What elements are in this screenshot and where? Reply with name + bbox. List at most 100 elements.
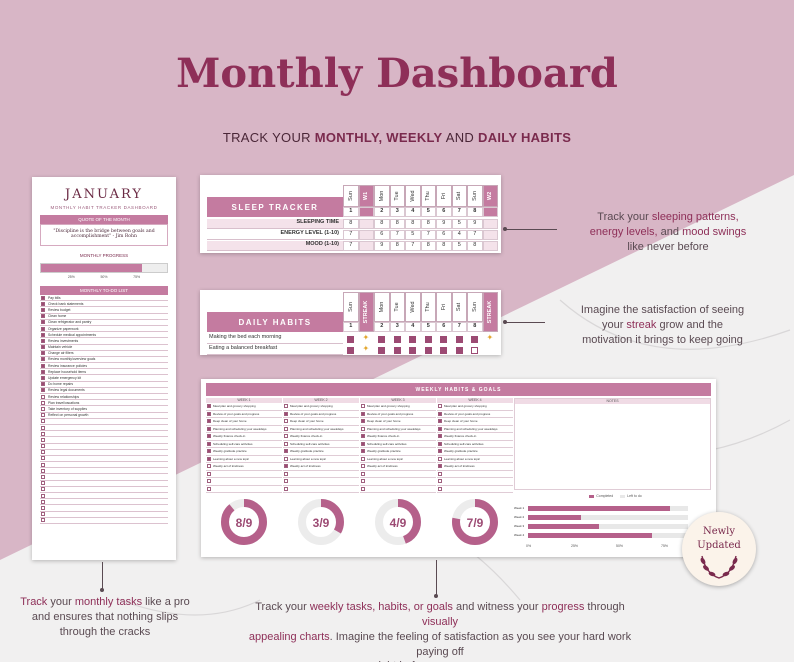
weekly-checkbox[interactable] [207,441,211,446]
todo-checkbox[interactable] [41,301,45,306]
todo-checkbox[interactable] [41,487,45,492]
todo-checkbox[interactable] [41,499,45,504]
weekly-checkbox[interactable] [207,434,211,439]
habit-checkbox[interactable] [393,335,401,343]
habit-checkbox[interactable] [409,346,416,354]
habit-checkbox[interactable] [440,335,447,343]
weekly-checkbox[interactable] [438,486,442,491]
weekly-checkbox[interactable] [284,464,288,469]
weekly-checkbox[interactable] [438,419,442,424]
todo-checkbox[interactable] [41,462,45,467]
weekly-checkbox[interactable] [438,404,442,409]
sleep-value[interactable]: 8 [420,219,436,229]
weekly-checkbox[interactable] [207,419,211,424]
todo-checkbox[interactable] [41,431,45,436]
weekly-checkbox[interactable] [284,471,288,476]
todo-checkbox[interactable] [41,505,45,510]
weekly-checkbox[interactable] [207,479,211,484]
weekly-checkbox[interactable] [284,426,288,431]
sleep-value[interactable]: 8 [343,219,359,229]
sleep-value[interactable] [482,219,498,229]
todo-checkbox[interactable] [41,468,45,473]
habit-checkbox[interactable] [455,335,463,343]
weekly-checkbox[interactable] [438,426,442,431]
weekly-checkbox[interactable] [284,411,288,416]
sleep-value[interactable] [482,241,498,251]
todo-checkbox[interactable] [41,388,45,393]
sleep-value[interactable] [358,241,374,251]
sleep-value[interactable]: 5 [405,230,421,240]
sleep-value[interactable]: 6 [374,230,390,240]
weekly-checkbox[interactable] [284,404,288,409]
todo-checkbox[interactable] [41,369,45,374]
weekly-checkbox[interactable] [284,486,288,491]
weekly-checkbox[interactable] [361,471,365,476]
todo-checkbox[interactable] [41,406,45,411]
weekly-checkbox[interactable] [438,471,442,476]
sleep-value[interactable] [358,219,374,229]
weekly-checkbox[interactable] [361,464,365,469]
sleep-value[interactable]: 5 [451,241,467,251]
sleep-value[interactable]: 4 [451,230,467,240]
weekly-checkbox[interactable] [284,449,288,454]
todo-checkbox[interactable] [41,363,45,368]
habit-checkbox[interactable] [347,335,354,343]
todo-checkbox[interactable] [41,326,45,331]
habit-checkbox[interactable] [409,335,416,343]
habit-checkbox[interactable] [424,335,432,343]
todo-checkbox[interactable] [41,475,45,480]
sleep-value[interactable]: 8 [405,219,421,229]
weekly-checkbox[interactable] [361,434,365,439]
weekly-checkbox[interactable] [438,449,442,454]
sleep-value[interactable]: 8 [389,241,405,251]
weekly-checkbox[interactable] [207,404,211,409]
sleep-value[interactable]: 8 [389,219,405,229]
todo-checkbox[interactable] [41,345,45,350]
todo-checkbox[interactable] [41,314,45,319]
todo-checkbox[interactable] [41,400,45,405]
weekly-checkbox[interactable] [284,479,288,484]
weekly-checkbox[interactable] [438,464,442,469]
weekly-checkbox[interactable] [438,411,442,416]
sleep-value[interactable]: 8 [436,241,452,251]
todo-checkbox[interactable] [41,512,45,517]
sleep-value[interactable]: 7 [467,230,483,240]
weekly-checkbox[interactable] [207,471,211,476]
sleep-value[interactable]: 9 [436,219,452,229]
sleep-value[interactable]: 8 [467,241,483,251]
weekly-checkbox[interactable] [438,441,442,446]
habit-checkbox[interactable] [471,335,478,343]
todo-checkbox[interactable] [41,394,45,399]
todo-checkbox[interactable] [41,450,45,455]
todo-checkbox[interactable] [41,332,45,337]
weekly-checkbox[interactable] [361,404,365,409]
sleep-value[interactable]: 8 [420,241,436,251]
sleep-value[interactable]: 7 [420,230,436,240]
weekly-checkbox[interactable] [361,426,365,431]
weekly-checkbox[interactable] [438,479,442,484]
weekly-checkbox[interactable] [207,464,211,469]
todo-checkbox[interactable] [41,357,45,362]
weekly-checkbox[interactable] [361,419,365,424]
habit-checkbox[interactable] [347,346,354,354]
todo-checkbox[interactable] [41,444,45,449]
todo-checkbox[interactable] [41,382,45,387]
weekly-checkbox[interactable] [284,441,288,446]
habit-checkbox[interactable] [471,346,478,354]
sleep-value[interactable]: 7 [343,230,359,240]
habit-checkbox[interactable] [440,346,447,354]
sleep-value[interactable] [482,230,498,240]
habit-checkbox[interactable] [378,335,385,343]
todo-checkbox[interactable] [41,295,45,300]
weekly-checkbox[interactable] [361,449,365,454]
habit-checkbox[interactable] [393,346,401,354]
todo-checkbox[interactable] [41,338,45,343]
todo-checkbox[interactable] [41,413,45,418]
todo-checkbox[interactable] [41,481,45,486]
sleep-value[interactable]: 5 [451,219,467,229]
sleep-value[interactable]: 9 [374,241,390,251]
weekly-checkbox[interactable] [361,479,365,484]
weekly-checkbox[interactable] [361,411,365,416]
todo-checkbox[interactable] [41,376,45,381]
sleep-value[interactable]: 8 [374,219,390,229]
